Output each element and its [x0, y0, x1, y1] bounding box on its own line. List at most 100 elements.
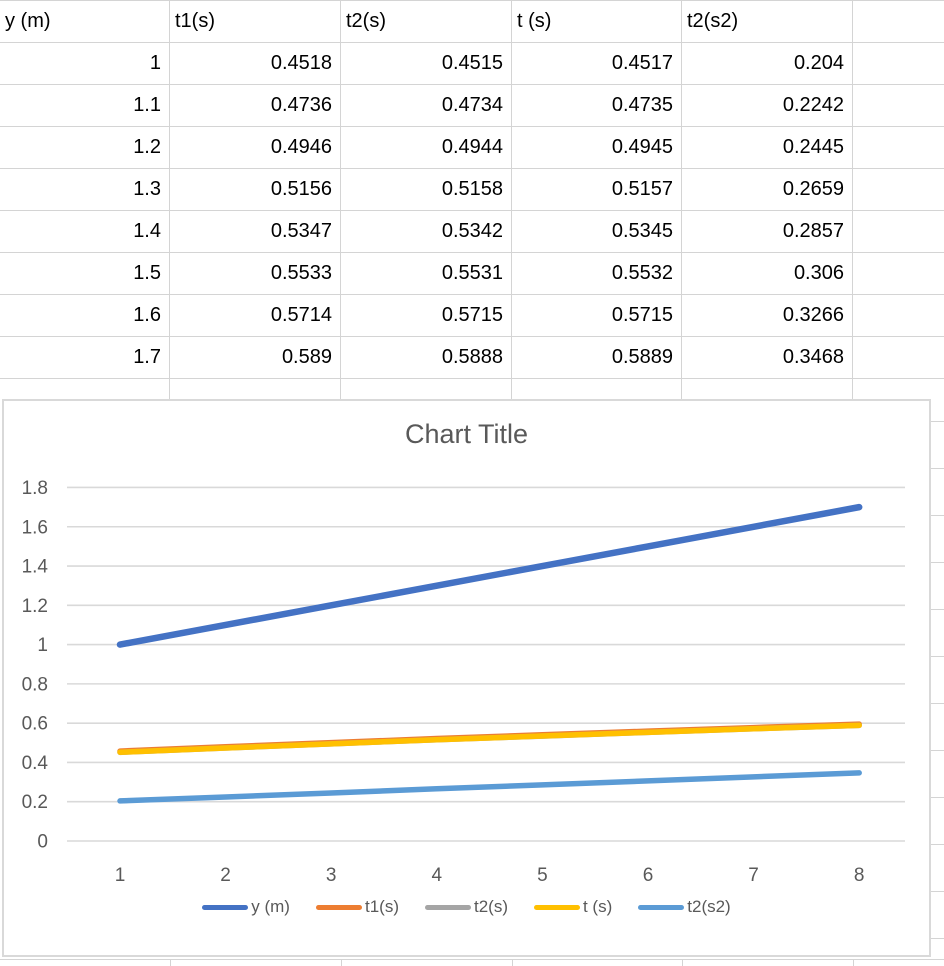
y-axis-tick-label: 0.2 [22, 792, 48, 813]
cell[interactable]: 0.5531 [341, 253, 512, 295]
cell[interactable]: 0.5889 [512, 337, 682, 379]
cell[interactable]: 0.4735 [512, 85, 682, 127]
cell[interactable] [853, 211, 944, 253]
column-gridline [682, 959, 683, 966]
x-axis-tick-label: 7 [748, 865, 759, 886]
cell[interactable]: 0.589 [170, 337, 341, 379]
chart-title[interactable]: Chart Title [404, 419, 529, 449]
cell[interactable]: 0.5347 [170, 211, 341, 253]
cell[interactable]: 0.4945 [512, 127, 682, 169]
cell[interactable]: 1.2 [0, 127, 170, 169]
header-cell[interactable]: y (m) [0, 1, 170, 43]
cell[interactable] [853, 169, 944, 211]
row-gridline [931, 891, 944, 892]
cell[interactable]: 0.4734 [341, 85, 512, 127]
cell[interactable]: 0.5532 [512, 253, 682, 295]
cell[interactable]: 0.4946 [170, 127, 341, 169]
header-cell[interactable]: t2(s2) [682, 1, 853, 43]
legend-label: t1(s) [364, 897, 399, 916]
legend-label: y (m) [251, 897, 290, 916]
series-line-y-m[interactable] [116, 503, 863, 648]
cell[interactable] [853, 295, 944, 337]
legend-item-y-m[interactable]: y (m) [202, 897, 290, 917]
row-gridline [931, 562, 944, 563]
cell[interactable]: 1.7 [0, 337, 170, 379]
y-axis-tick-label: 0 [37, 832, 48, 853]
cell[interactable] [682, 379, 853, 399]
cell[interactable]: 0.5888 [341, 337, 512, 379]
cell[interactable]: 0.5345 [512, 211, 682, 253]
cell[interactable]: 1.3 [0, 169, 170, 211]
cell[interactable]: 0.2857 [682, 211, 853, 253]
header-cell[interactable]: t (s) [512, 1, 682, 43]
cell[interactable]: 0.5715 [512, 295, 682, 337]
cell[interactable]: 0.4515 [341, 43, 512, 85]
cell[interactable] [853, 337, 944, 379]
x-axis-tick-label: 1 [115, 865, 126, 886]
row-gridline [931, 844, 944, 845]
cell[interactable] [512, 379, 682, 399]
cell[interactable]: 0.4944 [341, 127, 512, 169]
cell[interactable]: 1.5 [0, 253, 170, 295]
legend-swatch-t1-s [315, 904, 362, 910]
header-cell[interactable]: t1(s) [170, 1, 341, 43]
chart[interactable]: Chart Title 0 0.2 0.4 0.6 0.8 1 1.2 1.4 1.6 1.8 1 2… [2, 399, 931, 957]
cell[interactable]: 0.5156 [170, 169, 341, 211]
cell[interactable]: 0.2242 [682, 85, 853, 127]
plot-area: 0 0.2 0.4 0.6 0.8 1 1.2 1.4 1.6 1.8 1 2 3 4 5 6 7 8 [22, 478, 905, 886]
legend-swatch-y-m [202, 904, 249, 910]
cell[interactable]: 1 [0, 43, 170, 85]
cell[interactable]: 0.4518 [170, 43, 341, 85]
column-gridline [853, 959, 854, 966]
legend-item-t1-s[interactable]: t1(s) [315, 897, 399, 917]
cell[interactable]: 1.4 [0, 211, 170, 253]
data-table: y (m) t1(s) t2(s) t (s) t2(s2) 1 0.4518 0.4515 0… [0, 0, 944, 399]
row-gridline [931, 421, 944, 422]
cell[interactable]: 0.4517 [512, 43, 682, 85]
y-axis-tick-label: 1.2 [22, 596, 48, 617]
cell[interactable]: 0.5158 [341, 169, 512, 211]
legend-label: t2(s) [473, 897, 508, 916]
cell[interactable]: 0.3266 [682, 295, 853, 337]
cell[interactable]: 0.5714 [170, 295, 341, 337]
legend-item-t2-s2[interactable]: t2(s2) [638, 897, 731, 917]
cell[interactable]: 0.2445 [682, 127, 853, 169]
cell[interactable]: 0.5342 [341, 211, 512, 253]
cell[interactable] [0, 379, 170, 399]
cell[interactable]: 0.5157 [512, 169, 682, 211]
cell[interactable] [853, 85, 944, 127]
x-axis-tick-label: 5 [537, 865, 548, 886]
column-gridline [341, 959, 342, 966]
cell[interactable] [341, 379, 512, 399]
row-gridline [931, 468, 944, 469]
x-axis-tick-label: 3 [326, 865, 337, 886]
cell[interactable]: 0.2659 [682, 169, 853, 211]
chart-legend: y (m) t1(s) t2(s) t (s) t2(s2) [4, 897, 929, 917]
header-cell[interactable] [853, 1, 944, 43]
y-axis-tick-label: 0.8 [22, 674, 48, 695]
series-line-t2-s2[interactable] [117, 770, 862, 804]
legend-item-t-s[interactable]: t (s) [533, 897, 612, 917]
x-axis-tick-label: 2 [220, 865, 231, 886]
series-line-t-s[interactable] [117, 722, 862, 756]
legend-item-t2-s[interactable]: t2(s) [424, 897, 508, 917]
cell[interactable]: 0.306 [682, 253, 853, 295]
cell[interactable]: 1.6 [0, 295, 170, 337]
cell[interactable] [853, 43, 944, 85]
row-gridline [931, 797, 944, 798]
cell[interactable]: 0.204 [682, 43, 853, 85]
cell[interactable]: 0.3468 [682, 337, 853, 379]
legend-swatch-t-s [533, 904, 580, 910]
header-cell[interactable]: t2(s) [341, 1, 512, 43]
cell[interactable]: 0.5715 [341, 295, 512, 337]
x-axis-tick-label: 4 [432, 865, 443, 886]
y-axis-tick-label: 0.4 [22, 753, 49, 774]
cell[interactable] [170, 379, 341, 399]
cell[interactable]: 0.4736 [170, 85, 341, 127]
cell[interactable]: 0.5533 [170, 253, 341, 295]
cell[interactable] [853, 127, 944, 169]
cell[interactable]: 1.1 [0, 85, 170, 127]
y-axis-tick-label: 1.8 [22, 478, 48, 499]
cell[interactable] [853, 379, 944, 399]
cell[interactable] [853, 253, 944, 295]
